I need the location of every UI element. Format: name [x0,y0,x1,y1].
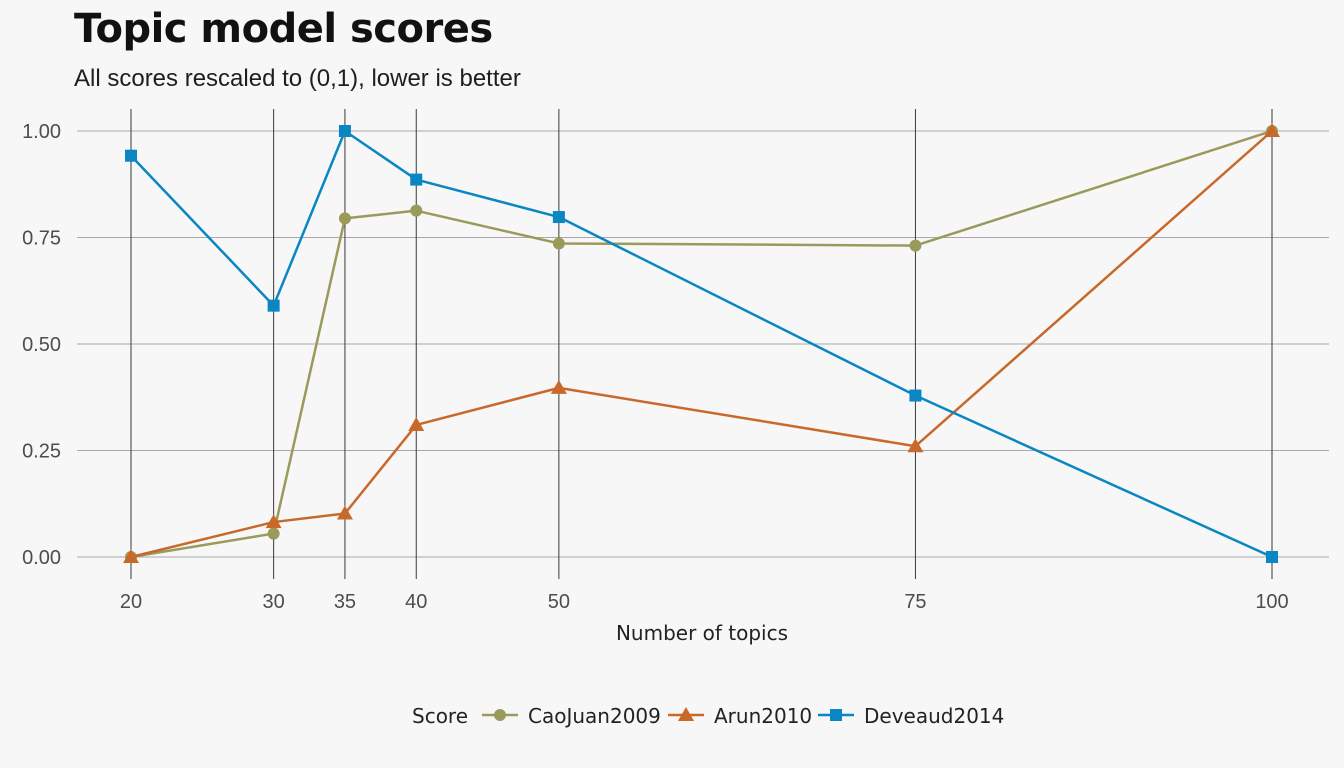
x-tick-label: 50 [548,591,570,613]
legend-label: CaoJuan2009 [528,704,661,728]
legend-key-marker [494,709,506,721]
x-tick-label: 40 [405,591,427,613]
data-point [1264,123,1280,137]
x-tick-label: 100 [1255,591,1288,613]
data-point [909,389,922,402]
legend: Score CaoJuan2009 Arun2010 Deveaud2014 [412,704,1004,728]
y-tick-label: 0.75 [22,228,61,250]
data-point [909,239,922,252]
chart-subtitle: All scores rescaled to (0,1), lower is b… [74,65,521,92]
legend-item: Arun2010 [668,704,812,728]
x-tick-label: 75 [904,591,926,613]
data-point [123,549,139,563]
chart-title: Topic model scores [74,6,493,52]
legend-title: Score [412,704,468,728]
legend-key-marker [678,707,694,721]
data-series [123,123,1280,563]
data-point [1266,551,1278,563]
data-point [336,505,353,520]
data-point [265,514,282,529]
data-point [552,211,565,224]
data-point [410,204,423,217]
data-point [338,212,351,225]
legend-label: Deveaud2014 [864,704,1004,728]
x-tick-label: 20 [120,591,142,613]
grid-lines [77,109,1329,579]
y-tick-label: 0.50 [22,334,61,356]
legend-label: Arun2010 [714,704,812,728]
data-point [125,149,137,162]
y-tick-label: 0.25 [22,441,61,463]
x-axis-label: Number of topics [616,621,788,645]
y-tick-label: 1.00 [22,121,61,143]
data-point [267,299,280,312]
data-point [550,379,567,394]
legend-key-marker [830,709,842,721]
x-tick-label: 30 [263,591,285,613]
legend-item: Deveaud2014 [818,704,1004,728]
data-point [907,438,924,453]
series-arun2010 [123,123,1280,563]
data-point [410,173,423,186]
axis-tick-labels: 0.00 0.25 0.50 0.75 1.00 20 30 35 40 50 75 100 [22,121,1289,613]
data-point [338,125,351,137]
y-tick-label: 0.00 [22,547,61,569]
data-point [552,237,565,250]
x-tick-label: 35 [334,591,356,613]
series-deveaud2014 [125,125,1278,563]
legend-item: CaoJuan2009 [482,704,661,728]
data-point [267,527,280,540]
data-point [408,416,425,431]
